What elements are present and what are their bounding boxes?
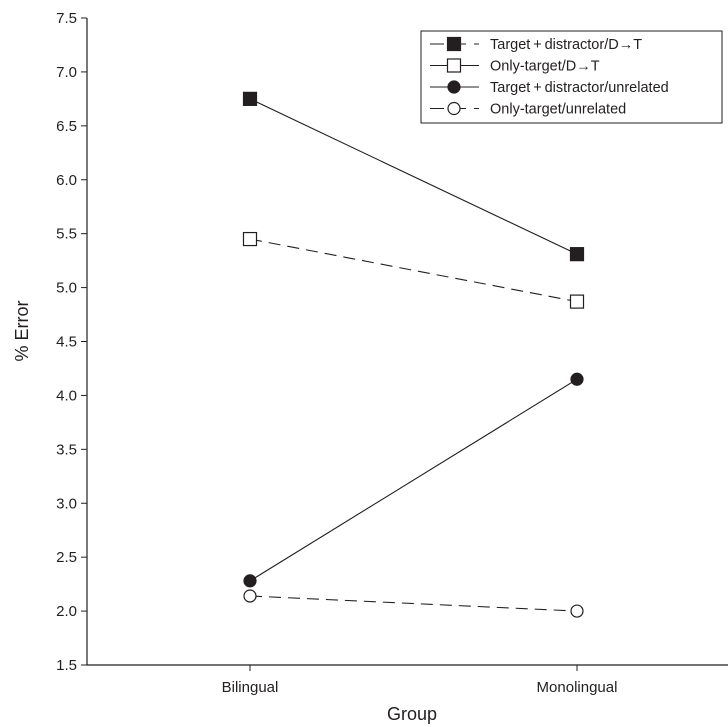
series-line-2 xyxy=(249,238,578,303)
legend-box xyxy=(420,30,723,124)
y-tick-label: 5.0 xyxy=(56,280,77,297)
y-tick-label: 5.5 xyxy=(56,226,77,243)
y-tick-label: 7.0 xyxy=(56,64,77,81)
legend: Target + distractor/D→T Only-target/D→T Ta… xyxy=(420,30,723,124)
legend-label: Only-target/D→T xyxy=(490,59,600,75)
legend-label: Target + distractor/unrelated xyxy=(490,80,669,96)
y-tick-label: 3.0 xyxy=(56,495,77,512)
legend-marker xyxy=(447,80,461,94)
series-line-1 xyxy=(249,98,578,255)
data-point-series-3 xyxy=(570,372,584,386)
data-point-series-4 xyxy=(570,604,584,618)
legend-label: Target + distractor/D→T xyxy=(490,37,642,53)
series-line-3 xyxy=(249,378,578,582)
y-tick-label: 4.5 xyxy=(56,334,77,351)
y-tick-label: 7.5 xyxy=(56,10,77,27)
series-line-4 xyxy=(249,595,578,612)
x-tick-label: Monolingual xyxy=(537,679,618,696)
y-axis-title: % Error xyxy=(12,300,32,361)
y-tick-label: 6.0 xyxy=(56,172,77,189)
x-tick-label: Bilingual xyxy=(222,679,279,696)
data-point-series-2 xyxy=(569,294,585,309)
y-tick-label: 6.5 xyxy=(56,118,77,135)
data-point-series-2 xyxy=(242,231,258,247)
legend-label: Only-target/unrelated xyxy=(490,102,626,118)
y-tick-label: 4.0 xyxy=(56,387,77,404)
legend-marker xyxy=(446,36,462,52)
x-axis-title: Group xyxy=(387,704,437,724)
data-point-series-4 xyxy=(243,589,257,603)
y-tick-label: 1.5 xyxy=(56,657,77,674)
data-point-series-1 xyxy=(569,247,585,262)
y-tick-label: 2.0 xyxy=(56,603,77,620)
data-point-series-1 xyxy=(242,91,258,106)
legend-marker xyxy=(447,101,461,116)
data-point-series-3 xyxy=(243,574,257,588)
legend-marker xyxy=(446,58,462,73)
y-tick-label: 2.5 xyxy=(56,549,77,566)
y-tick-label: 3.5 xyxy=(56,441,77,458)
